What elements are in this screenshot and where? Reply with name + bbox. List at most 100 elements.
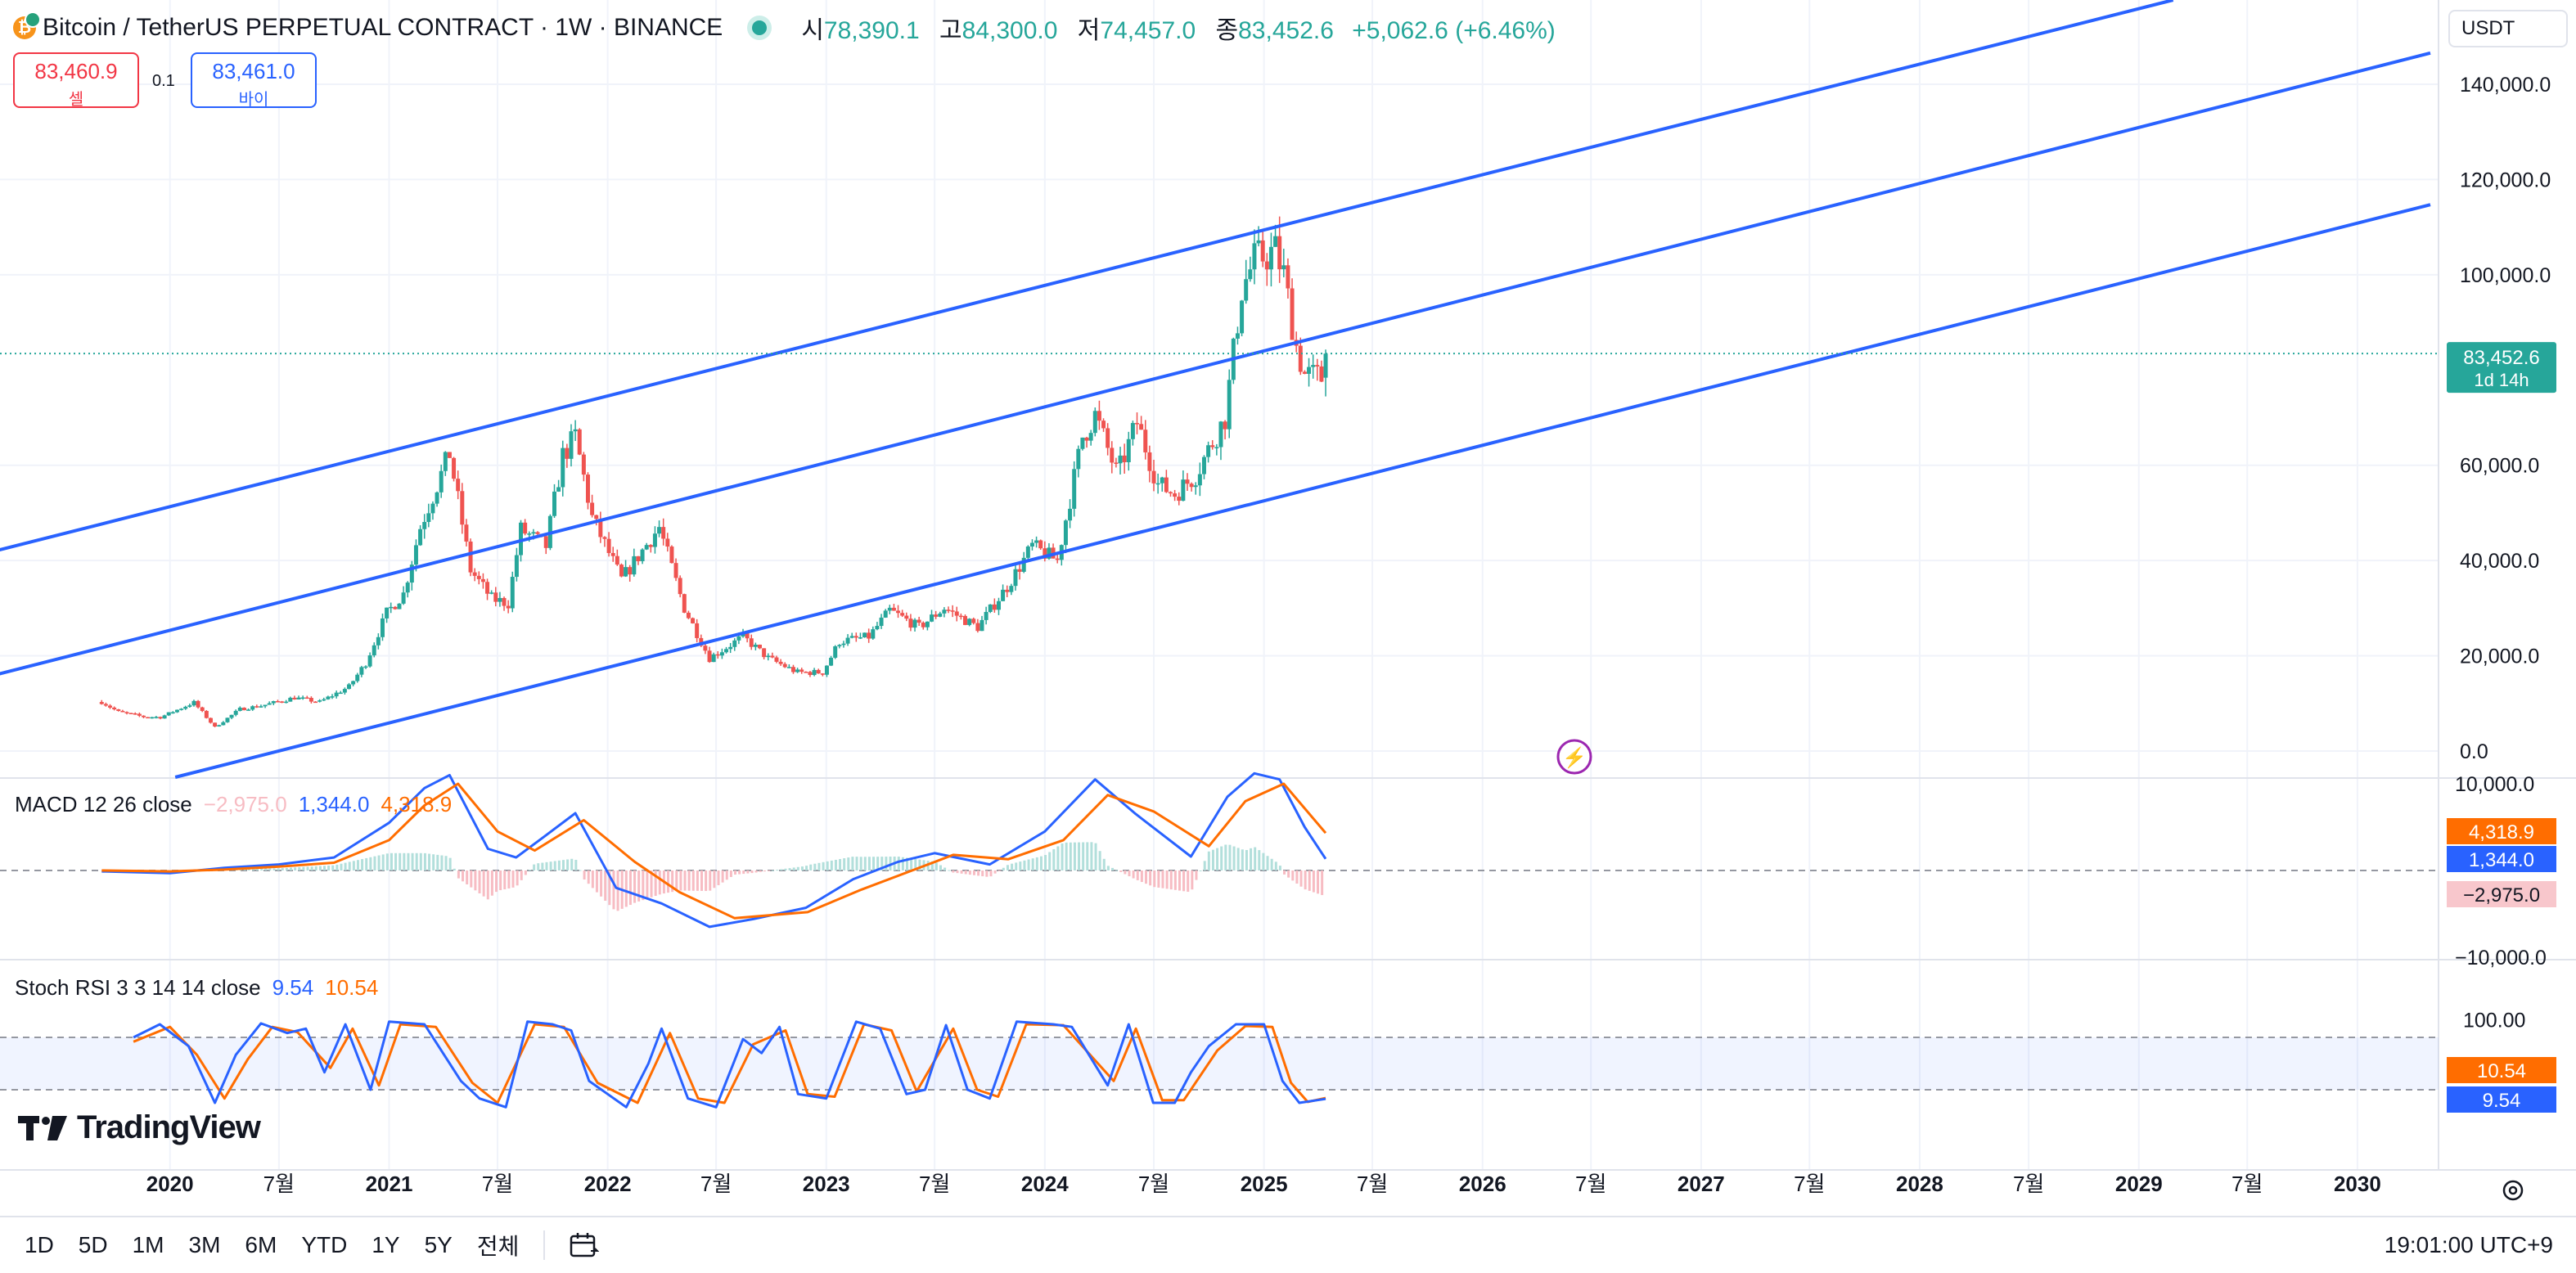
candle-body-126 [628,567,633,575]
macd-hist-bar-156 [767,870,770,871]
candle-body-268 [1223,421,1227,430]
currency-select-button[interactable]: USDT [2448,10,2568,47]
macd-hist-bar-216 [1019,861,1022,870]
settings-gear-icon[interactable] [2499,1176,2527,1204]
candle-body-70 [393,606,398,610]
macd-hist-bar-264 [1220,846,1223,870]
macd-hist-bar-233 [1090,842,1093,870]
macd-hist-bar-122 [624,870,628,907]
candle-body-261 [1193,485,1198,488]
macd-hist-bar-54 [340,863,343,870]
macd-hist-bar-211 [998,870,1001,871]
sell-price: 83,460.9 [34,59,118,83]
goto-date-calendar-icon[interactable] [570,1233,600,1257]
candle-body-168 [804,672,808,673]
macd-hist-bar-139 [696,870,699,891]
candle-body-195 [916,619,921,623]
candle-body-241 [1110,448,1115,463]
candle-body-279 [1268,246,1273,270]
candle-body-223 [1034,540,1039,543]
high-value: 84,300.0 [961,17,1058,44]
macd-hist-bar-147 [729,870,732,877]
candle-body-28 [217,725,222,726]
candle-body-136 [669,547,674,564]
time-tick-label-7: 7월 [919,1172,950,1196]
time-tick-label-0: 2020 [146,1172,194,1196]
range-1y-button[interactable]: 1Y [372,1232,400,1257]
macd-hist-bar-288 [1321,870,1324,896]
candle-body-86 [460,491,465,525]
candle-body-204 [954,611,959,616]
macd-hist-bar-192 [918,859,921,870]
candle-body-203 [950,610,955,612]
candle-body-13 [154,717,159,718]
candle-body-80 [435,492,439,504]
macd-legend[interactable]: MACD 12 26 close −2,975.0 1,344.0 4,318.9 [15,792,452,817]
macd-hist-bar-249 [1157,870,1160,888]
macd-hist-bar-89 [486,870,489,900]
candle-body-8 [133,713,137,715]
channel-line-lower [174,203,2431,779]
candle-body-196 [921,623,925,628]
range-all-button[interactable]: 전체 [476,1234,520,1259]
candle-body-218 [1013,569,1018,587]
macd-hist-bar-275 [1266,856,1269,870]
macd-hist-bar-111 [579,870,582,871]
candle-body-116 [585,475,590,503]
candle-body-184 [871,629,876,639]
range-1m-button[interactable]: 1M [132,1232,164,1257]
candle-body-282 [1281,265,1286,270]
candle-body-226 [1047,547,1052,559]
macd-hist-bar-56 [348,861,351,870]
macd-hist-bar-163 [796,866,799,870]
time-tick-label-16: 2028 [1896,1172,1943,1196]
range-3m-button[interactable]: 3M [188,1232,221,1257]
macd-hist-bar-284 [1304,870,1307,890]
order-quantity[interactable]: 0.1 [152,72,175,90]
time-tick-label-18: 2029 [2115,1172,2163,1196]
candle-body-269 [1227,380,1232,430]
macd-hist-bar-57 [352,861,355,870]
buy-button[interactable]: 83,461.0 바이 [191,52,317,109]
candle-body-249 [1143,430,1148,452]
macd-hist-bar-76 [432,854,435,870]
range-5y-button[interactable]: 5Y [424,1232,453,1257]
macd-hist-bar-206 [977,870,980,876]
macd-hist-bar-51 [327,866,331,870]
candle-body-254 [1164,477,1169,493]
range-ytd-button[interactable]: YTD [301,1232,348,1257]
macd-hist-bar-52 [331,865,335,870]
macd-hist-bar-187 [897,857,900,870]
macd-hist-bar-215 [1015,862,1018,870]
candle-body-292 [1323,353,1328,378]
macd-hist-bar-229 [1073,842,1076,870]
macd-hist-bar-176 [851,857,854,870]
candle-body-287 [1302,371,1307,374]
candle-body-170 [812,669,817,676]
candle-body-244 [1122,455,1127,462]
macd-hist-bar-120 [616,870,619,911]
clock[interactable]: 19:01:00 UTC+9 [2384,1232,2553,1257]
candle-body-210 [980,619,984,632]
candle-body-186 [879,617,884,627]
range-5d-button[interactable]: 5D [78,1232,108,1257]
candle-body-199 [934,614,939,617]
range-1d-button[interactable]: 1D [25,1232,54,1257]
candle-body-44 [284,701,289,704]
candle-body-65 [372,645,376,656]
sell-button[interactable]: 83,460.9 셀 [13,52,139,109]
candle-body-236 [1088,433,1093,441]
candles-group [99,216,1328,727]
macd-histogram-group [113,842,1324,911]
macd-hist-bar-151 [746,870,750,874]
candle-body-7 [128,713,133,714]
candle-body-179 [849,636,854,638]
stoch-rsi-legend[interactable]: Stoch RSI 3 3 14 14 close 9.54 10.54 [15,975,378,1001]
tradingview-logo[interactable]: TradingView [18,1109,261,1146]
macd-hist-bar-36 [264,868,268,870]
range-6m-button[interactable]: 6M [245,1232,277,1257]
buy-label: 바이 [238,91,269,109]
symbol-title[interactable]: Bitcoin / TetherUS PERPETUAL CONTRACT · … [43,14,723,41]
candle-body-200 [938,613,943,617]
